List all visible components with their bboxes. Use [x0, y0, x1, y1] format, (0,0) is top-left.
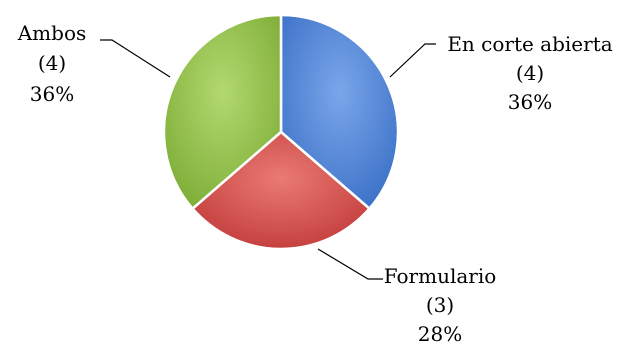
slice-percent: 28% [418, 322, 462, 346]
slice-name: En corte abierta [447, 32, 612, 56]
leader-line-formulario [317, 248, 383, 280]
leader-line-ambos [100, 39, 171, 78]
leader-line-en-corte-abierta [389, 43, 436, 78]
slice-count: (4) [516, 61, 544, 85]
slice-label-en-corte-abierta: En corte abierta (4) 36% [447, 32, 612, 114]
slice-count: (4) [38, 51, 66, 75]
slice-name: Ambos [17, 21, 87, 45]
slice-label-ambos: Ambos (4) 36% [17, 21, 87, 106]
pie-slices [162, 13, 400, 251]
slice-count: (3) [426, 293, 454, 317]
slice-label-formulario: Formulario (3) 28% [384, 264, 497, 346]
pie-outline [163, 14, 399, 250]
slice-percent: 36% [30, 82, 74, 106]
slice-percent: 36% [508, 90, 552, 114]
slice-name: Formulario [384, 264, 497, 288]
